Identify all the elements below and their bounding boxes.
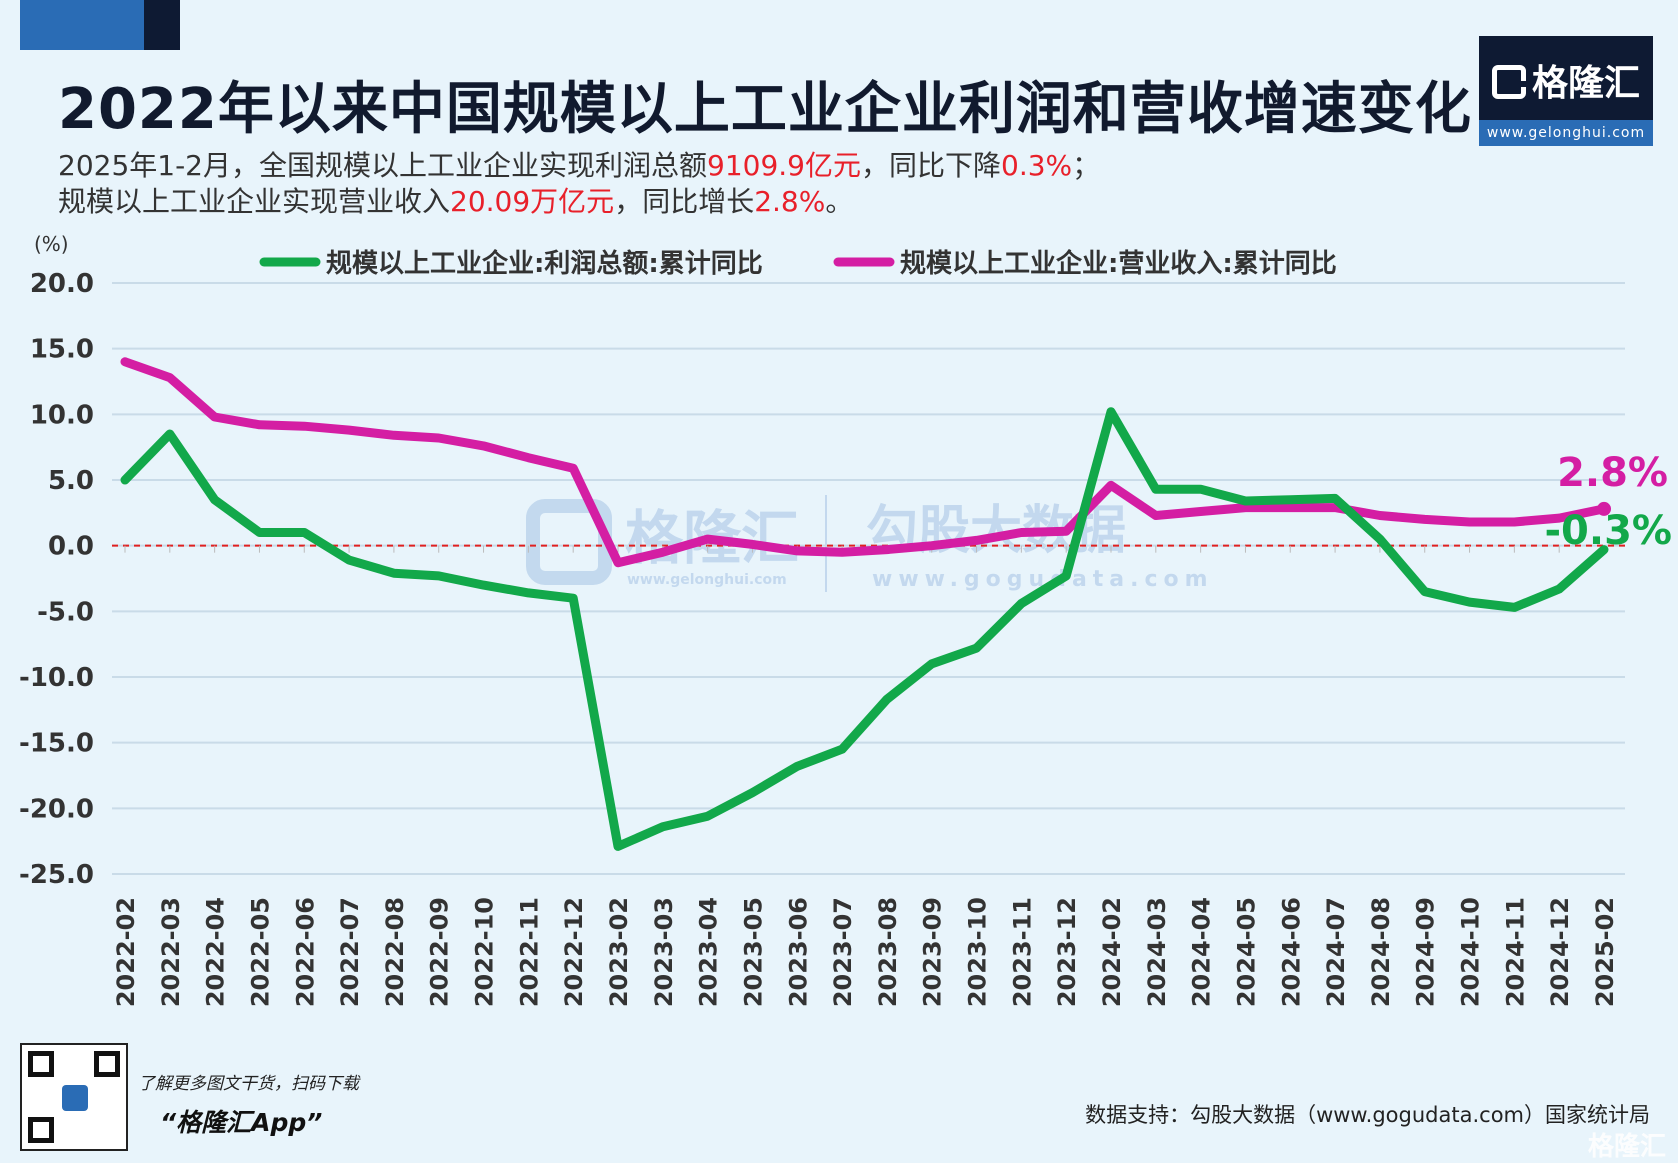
line-chart: 格隆汇 www.gelonghui.com 勾股大数据 www.gogudata…: [19, 232, 1672, 1007]
qr-finder: [94, 1051, 120, 1077]
x-tick-label: 2024-08: [1367, 897, 1395, 1007]
x-tick-label: 2024-05: [1232, 897, 1260, 1007]
subtitle-highlight: 0.3%: [1001, 149, 1073, 182]
end-label-revenue: 2.8%: [1557, 450, 1668, 496]
y-tick-label: 20.0: [30, 269, 94, 299]
brand-logo-mark: 格隆汇: [1479, 54, 1653, 106]
y-axis-ticks: 20.0 15.0 10.0 5.0 0.0 -5.0 -10.0 -15.0 -20.0 -25…: [19, 269, 94, 890]
legend: 规模以上工业企业:利润总额:累计同比 规模以上工业企业:营业收入:累计同比: [259, 248, 1337, 279]
x-tick-label: 2023-11: [1008, 897, 1036, 1007]
subtitle-highlight: 20.09万亿元: [450, 185, 615, 218]
subtitle-text: 。: [825, 185, 854, 218]
end-labels: 2.8% -0.3%: [1544, 450, 1672, 554]
x-tick-label: 2023-05: [739, 897, 767, 1007]
x-tick-label: 2025-02: [1591, 897, 1619, 1007]
legend-label: 规模以上工业企业:营业收入:累计同比: [900, 248, 1337, 279]
grid: [112, 282, 1625, 875]
x-tick-label: 2023-08: [874, 897, 902, 1007]
subtitle-text: ；: [1072, 149, 1101, 182]
x-tick-label: 2022-02: [112, 897, 140, 1007]
x-tick-label: 2022-03: [157, 897, 185, 1007]
y-tick-label: -10.0: [19, 663, 94, 693]
series-end-point: [1597, 501, 1611, 516]
y-tick-label: 0.0: [48, 532, 94, 562]
y-axis-unit: (%): [34, 232, 69, 256]
series-line: [120, 357, 1609, 568]
x-tick-label: 2024-12: [1546, 897, 1574, 1007]
watermark: 格隆汇 www.gelonghui.com 勾股大数据 www.gogudata…: [526, 495, 1208, 592]
x-tick-label: 2024-02: [1098, 897, 1126, 1007]
series-lines: [120, 357, 1611, 851]
watermark-brand-1-url: www.gelonghui.com: [627, 572, 787, 588]
x-tick-label: 2022-05: [246, 897, 274, 1007]
qr-caption: 了解更多图文干货，扫码下载: [138, 1074, 359, 1094]
subtitle-text: 2025年1-2月，全国规模以上工业企业实现利润总额: [58, 149, 707, 182]
y-tick-label: -25.0: [19, 860, 94, 890]
y-tick-label: 10.0: [30, 400, 94, 430]
x-tick-label: 2022-04: [202, 897, 230, 1007]
x-tick-label: 2024-03: [1143, 897, 1171, 1007]
x-tick-label: 2024-06: [1277, 897, 1305, 1007]
x-tick-label: 2022-12: [560, 897, 588, 1007]
x-tick-label: 2024-10: [1457, 897, 1485, 1007]
brand-name: 格隆汇: [1531, 63, 1640, 104]
y-tick-label: -5.0: [37, 597, 94, 627]
subtitle-text: ，同比下降: [860, 149, 1001, 182]
qr-finder: [28, 1117, 54, 1143]
qr-code: [20, 1043, 128, 1151]
legend-label: 规模以上工业企业:利润总额:累计同比: [326, 248, 763, 279]
qr-finder: [28, 1051, 54, 1077]
x-tick-label: 2022-11: [515, 897, 543, 1007]
x-tick-label: 2024-04: [1188, 897, 1216, 1007]
subtitle-text: 规模以上工业企业实现营业收入: [58, 185, 451, 218]
subtitle-line-2: 规模以上工业企业实现营业收入20.09万亿元，同比增长2.8%。: [58, 180, 853, 220]
series-line: [120, 407, 1609, 851]
x-axis-ticks: 2022-02 2022-03 2022-04 2022-05 2022-06 2022-…: [112, 545, 1619, 1007]
x-tick-label: 2022-09: [426, 897, 454, 1007]
x-tick-label: 2022-06: [291, 897, 319, 1007]
x-tick-label: 2022-07: [336, 897, 364, 1007]
y-tick-label: 15.0: [30, 335, 94, 365]
page-title: 2022年以来中国规模以上工业企业利润和营收增速变化: [58, 77, 1472, 142]
subtitle-text: ，同比增长: [614, 185, 755, 218]
subtitle-line-1: 2025年1-2月，全国规模以上工业企业实现利润总额9109.9亿元，同比下降0…: [58, 144, 1100, 184]
x-tick-label: 2022-10: [471, 897, 499, 1007]
brand-logo: 格隆汇 www.gelonghui.com: [1479, 36, 1653, 146]
x-tick-label: 2023-06: [784, 897, 812, 1007]
top-accent-bar-dark: [144, 0, 180, 50]
y-tick-label: 5.0: [48, 466, 94, 496]
top-accent-bar: [20, 0, 144, 50]
x-tick-label: 2023-10: [964, 897, 992, 1007]
brand-url: www.gelonghui.com: [1479, 120, 1653, 146]
x-tick-label: 2023-03: [650, 897, 678, 1007]
data-source: 数据支持：勾股大数据（www.gogudata.com）国家统计局: [1085, 1103, 1650, 1127]
y-tick-label: -20.0: [19, 794, 94, 824]
y-tick-label: -15.0: [19, 729, 94, 759]
qr-app-name: “格隆汇App”: [160, 1108, 323, 1137]
subtitle-highlight: 2.8%: [754, 185, 826, 218]
x-tick-label: 2024-11: [1501, 897, 1529, 1007]
x-tick-label: 2023-12: [1053, 897, 1081, 1007]
x-tick-label: 2024-07: [1322, 897, 1350, 1007]
subtitle-highlight: 9109.9亿元: [707, 149, 861, 182]
x-tick-label: 2023-02: [605, 897, 633, 1007]
x-tick-label: 2023-07: [829, 897, 857, 1007]
qr-logo-icon: [62, 1085, 88, 1111]
x-tick-label: 2024-09: [1412, 897, 1440, 1007]
x-tick-label: 2023-04: [695, 897, 723, 1007]
brand-g-icon: [1491, 65, 1526, 99]
corner-brand-logo: 格隆汇: [1587, 1132, 1666, 1162]
x-tick-label: 2022-08: [381, 897, 409, 1007]
x-tick-label: 2023-09: [919, 897, 947, 1007]
end-label-profit: -0.3%: [1544, 508, 1672, 554]
